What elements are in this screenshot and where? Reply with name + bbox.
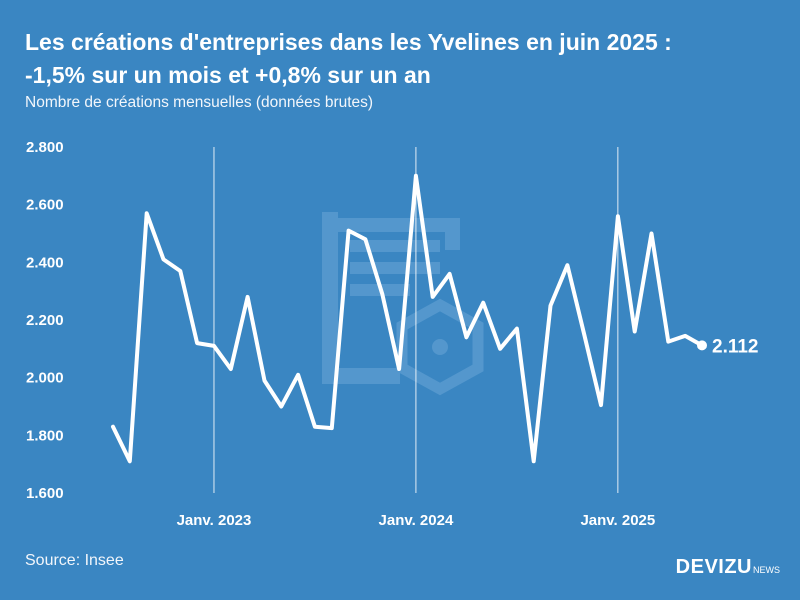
last-value-label: 2.112 xyxy=(712,336,759,357)
x-tick-label: Janv. 2023 xyxy=(177,512,252,529)
x-tick-label: Janv. 2025 xyxy=(580,512,655,529)
title-line-2: -1,5% sur un mois et +0,8% sur un an xyxy=(25,62,431,88)
title-line-1: Les créations d'entreprises dans les Yve… xyxy=(25,29,672,55)
y-tick-label: 2.600 xyxy=(26,197,64,214)
y-tick-label: 2.800 xyxy=(26,139,64,156)
source-text: Source: Insee xyxy=(25,552,124,569)
y-tick-label: 1.600 xyxy=(26,485,64,502)
chart-subtitle: Nombre de créations mensuelles (données … xyxy=(25,94,374,111)
chart-title: Les créations d'entreprises dans les Yve… xyxy=(25,26,785,92)
y-tick-label: 2.200 xyxy=(26,312,64,329)
x-tick-label: Janv. 2024 xyxy=(379,512,454,529)
logo-news: NEWS xyxy=(753,565,780,575)
y-tick-label: 1.800 xyxy=(26,427,64,444)
logo-main: DEVIZU xyxy=(675,556,752,578)
y-tick-label: 2.400 xyxy=(26,254,64,271)
y-tick-label: 2.000 xyxy=(26,370,64,387)
last-point-marker xyxy=(697,340,707,351)
series-line xyxy=(111,173,704,464)
devizu-logo: DEVIZUNEWS xyxy=(676,556,780,579)
